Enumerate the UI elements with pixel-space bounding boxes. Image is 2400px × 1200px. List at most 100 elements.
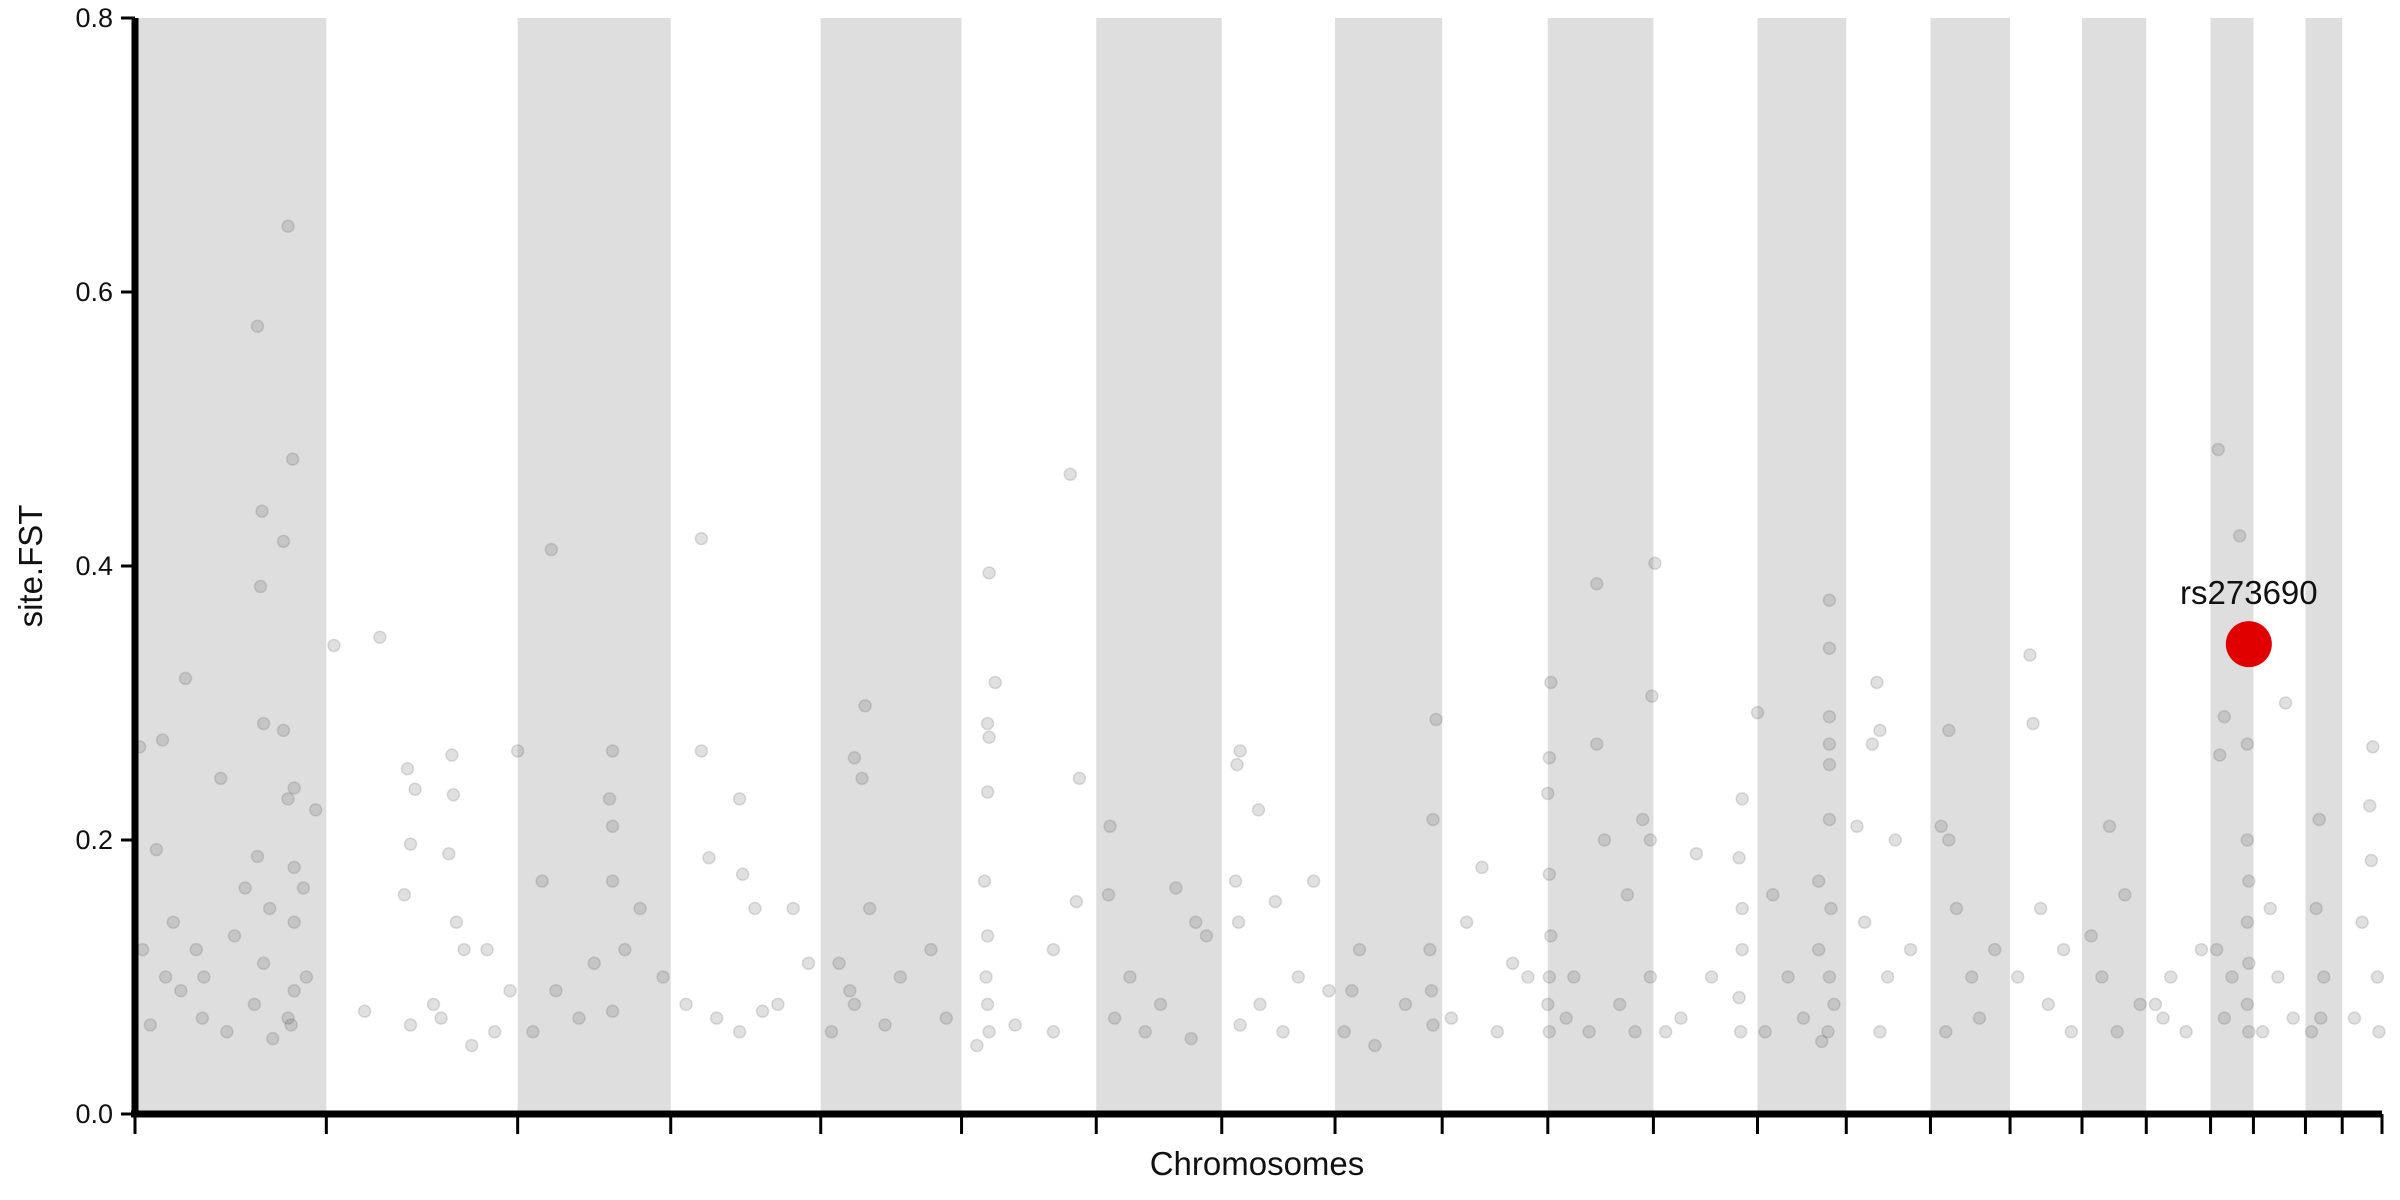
snp-point [1544, 929, 1558, 943]
snp-point [2304, 1025, 2319, 1039]
snp-point [1732, 990, 1746, 1005]
snp-point [2240, 915, 2255, 929]
snp-point [1880, 970, 1895, 984]
snp-point [449, 915, 464, 929]
snp-point [1276, 1025, 1290, 1039]
snp-point [442, 846, 456, 861]
snp-point [1008, 1018, 1022, 1032]
snp-point [732, 1025, 747, 1039]
snp-point [1475, 860, 1489, 875]
snp-point [2242, 956, 2256, 971]
snp-point [464, 1038, 479, 1053]
snp-point [503, 983, 517, 998]
snp-point [480, 942, 494, 957]
chromosome-band [1757, 18, 1847, 1114]
snp-point [526, 1025, 540, 1039]
snp-point [2364, 853, 2379, 868]
snp-point [2372, 1025, 2386, 1039]
snp-point [1542, 970, 1557, 984]
snp-point [1987, 942, 2002, 957]
snp-point [2242, 874, 2256, 888]
snp-point [2026, 716, 2040, 731]
snp-point [2347, 1011, 2362, 1025]
snp-point [2023, 648, 2037, 662]
snp-point [2148, 997, 2163, 1012]
chromosome-band [820, 18, 962, 1114]
snp-point [403, 1018, 418, 1032]
snp-point [847, 751, 862, 765]
snp-point [1942, 723, 1956, 738]
snp-point [155, 733, 170, 747]
snp-point [2209, 942, 2224, 957]
snp-point [296, 881, 311, 895]
snp-point [1939, 1025, 1953, 1039]
snp-point [1541, 997, 1555, 1012]
snp-point [284, 1018, 298, 1032]
snp-point [858, 698, 872, 713]
snp-point [702, 851, 716, 865]
snp-point [1544, 675, 1558, 690]
snp-point [602, 792, 617, 806]
chromosome-band [1335, 18, 1443, 1114]
snp-point [1046, 1025, 1061, 1039]
snp-point [2056, 942, 2071, 957]
snp-point [1337, 1025, 1351, 1039]
snp-point [1873, 1025, 1887, 1039]
snp-point [1559, 1011, 1573, 1025]
snp-point [679, 997, 693, 1012]
snp-point [253, 579, 268, 594]
snp-point [426, 997, 441, 1012]
snp-point [2255, 1025, 2270, 1039]
snp-point [970, 1038, 984, 1053]
snp-point [1306, 874, 1321, 888]
snp-point [1253, 997, 1267, 1012]
snp-point [287, 860, 301, 875]
snp-point [2312, 812, 2326, 827]
snp-point [1542, 867, 1557, 881]
snp-point [1865, 737, 1880, 751]
snp-point [1635, 812, 1650, 827]
snp-point [1781, 970, 1795, 984]
snp-point [980, 785, 995, 799]
snp-point [1850, 819, 1864, 834]
snp-point [771, 997, 785, 1012]
snp-point [1822, 970, 1837, 984]
snp-point [982, 566, 996, 580]
snp-point [446, 788, 461, 802]
snp-point [1251, 803, 1266, 817]
snp-point [2271, 970, 2285, 984]
snp-point [1291, 970, 1306, 984]
snp-point [2033, 901, 2048, 916]
snp-point [618, 942, 632, 957]
snp-point [1188, 915, 1203, 929]
snp-point [980, 716, 995, 731]
snp-point [1590, 577, 1604, 591]
snp-point [287, 781, 301, 795]
snp-point [299, 970, 314, 984]
snp-point [2217, 1011, 2232, 1025]
snp-point [2240, 833, 2255, 847]
snp-point [1766, 888, 1780, 902]
snp-point [1459, 915, 1474, 929]
snp-point [1429, 712, 1443, 727]
snp-point [893, 970, 908, 984]
snp-point [255, 504, 269, 518]
snp-point [2095, 970, 2109, 984]
snp-point [1750, 705, 1765, 720]
snp-point [238, 881, 252, 895]
y-tick-label: 0.6 [75, 277, 113, 307]
snp-point [980, 929, 995, 943]
snp-point [197, 970, 211, 984]
highlight-point [2225, 621, 2272, 668]
y-tick-label: 0.4 [75, 551, 113, 581]
snp-point [855, 771, 869, 786]
chromosome-band [1096, 18, 1222, 1114]
snp-point [1870, 675, 1884, 690]
y-tick-label: 0.0 [75, 1099, 113, 1129]
snp-point [1689, 846, 1704, 861]
snp-point [1735, 792, 1749, 806]
snp-point [397, 888, 412, 902]
snp-point [1542, 751, 1557, 765]
snp-point [1965, 970, 1979, 984]
